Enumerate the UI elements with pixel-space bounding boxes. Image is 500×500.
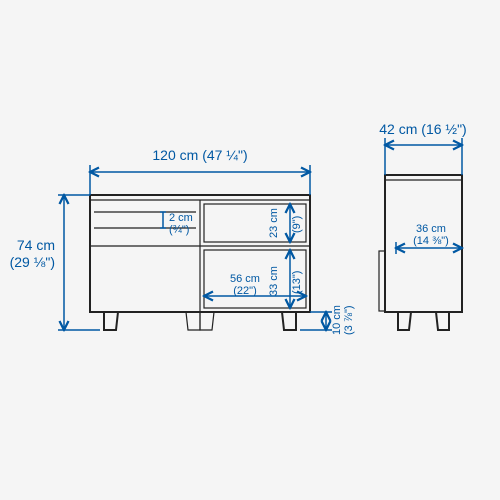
intd-cm: 36 cm xyxy=(416,223,446,235)
lowerh-cm: 33 cm xyxy=(268,266,280,296)
lowerh-in: (13") xyxy=(291,271,303,294)
width-cm: 120 cm xyxy=(152,147,198,163)
leg-cm: 10 cm xyxy=(331,305,343,335)
dim-lower-h: 33 cm (13") xyxy=(268,250,303,308)
intd-in: (14 ⅜") xyxy=(413,235,449,247)
svg-text:120 cm (47 ¼"): 120 cm (47 ¼") xyxy=(152,147,247,163)
leg-in: (3 ⅞") xyxy=(343,305,355,335)
upperh-in: (9") xyxy=(291,216,303,233)
dim-width: 120 cm (47 ¼") xyxy=(90,147,310,195)
upperh-cm: 23 cm xyxy=(268,208,280,238)
dim-interior-depth: 36 cm (14 ⅜") xyxy=(396,223,462,254)
width-in: (47 ¼") xyxy=(202,147,247,163)
height-in: (29 ⅛") xyxy=(10,254,55,270)
svg-text:42 cm (16 ½"): 42 cm (16 ½") xyxy=(379,121,466,137)
height-cm: 74 cm xyxy=(17,237,55,253)
dim-upper-h: 23 cm (9") xyxy=(268,204,303,242)
dim-height: 74 cm (29 ⅛") xyxy=(10,195,100,330)
dimension-diagram: 120 cm (47 ¼") 74 cm (29 ⅛") 2 cm (¾") 2… xyxy=(0,0,500,500)
dim-leg-h: 10 cm (3 ⅞") xyxy=(300,305,355,335)
depth-cm: 42 cm xyxy=(379,121,417,137)
depth-in: (16 ½") xyxy=(421,121,466,137)
side-view xyxy=(379,175,462,330)
lowerw-in: (22") xyxy=(233,285,256,297)
gap-in: (¾") xyxy=(169,224,189,236)
dim-shelf-gap: 2 cm (¾") xyxy=(160,212,193,236)
gap-cm: 2 cm xyxy=(169,212,193,224)
dim-depth: 42 cm (16 ½") xyxy=(379,121,466,175)
lowerw-cm: 56 cm xyxy=(230,273,260,285)
